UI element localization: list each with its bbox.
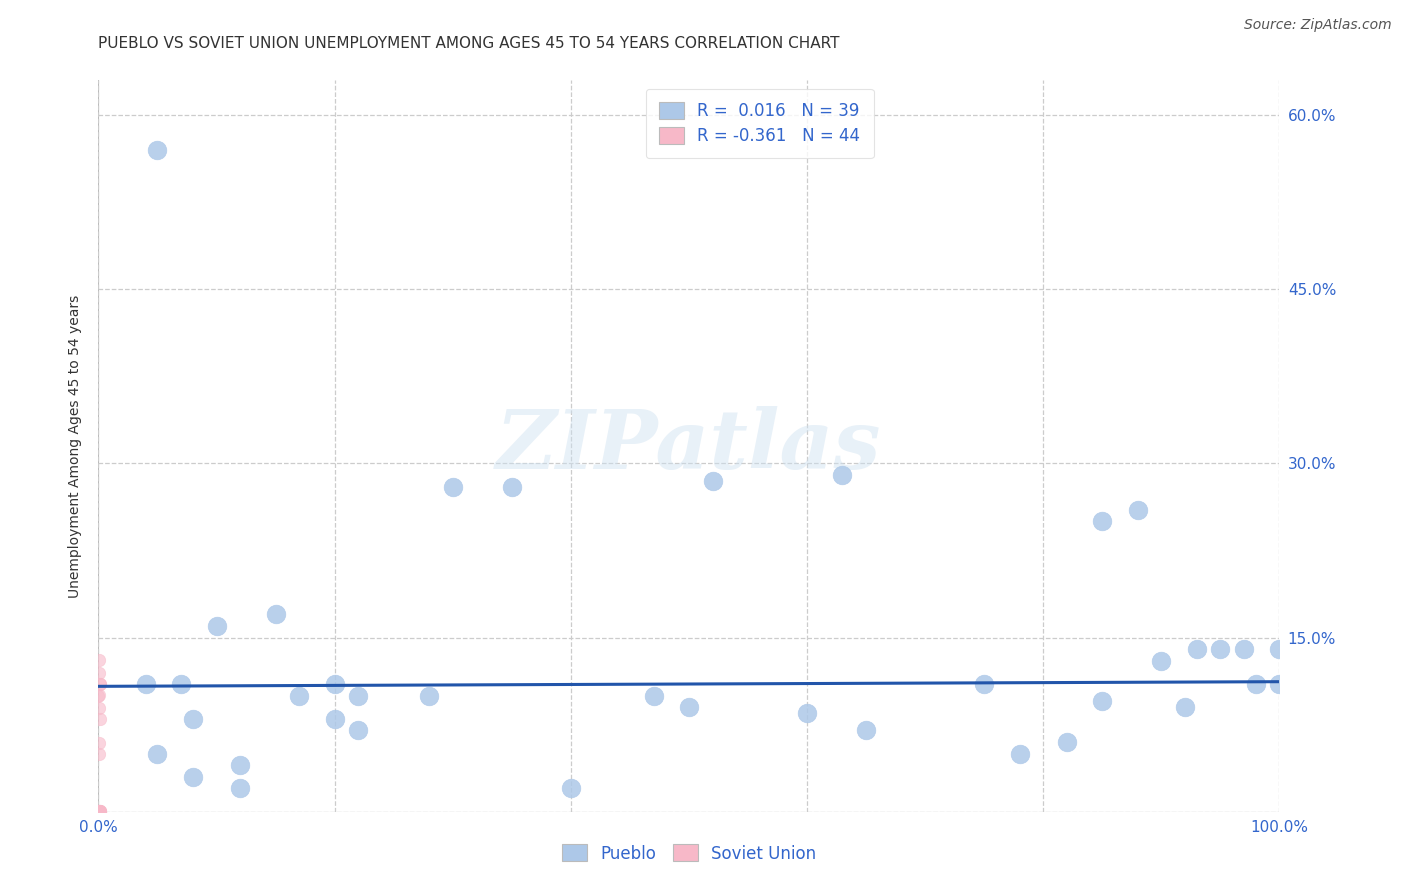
Point <box>1209 642 1232 657</box>
Point <box>87 805 110 820</box>
Point <box>1091 694 1114 708</box>
Point <box>1174 700 1197 714</box>
Point <box>87 805 110 820</box>
Point <box>87 653 110 667</box>
Point <box>87 805 110 819</box>
Point <box>89 805 111 819</box>
Point <box>87 701 110 715</box>
Point <box>181 770 204 784</box>
Text: Source: ZipAtlas.com: Source: ZipAtlas.com <box>1244 18 1392 32</box>
Point <box>678 700 700 714</box>
Point <box>1268 642 1291 657</box>
Point <box>1185 642 1208 657</box>
Point <box>347 723 370 738</box>
Point <box>89 804 111 818</box>
Point <box>87 805 110 819</box>
Point <box>86 804 108 818</box>
Point <box>86 805 108 820</box>
Point <box>146 747 169 761</box>
Point <box>1150 654 1173 668</box>
Point <box>86 805 108 820</box>
Point <box>560 781 582 796</box>
Point <box>1056 735 1078 749</box>
Point <box>643 689 665 703</box>
Point <box>89 665 111 680</box>
Point <box>89 805 111 819</box>
Point <box>347 689 370 703</box>
Point <box>86 804 108 818</box>
Point <box>1268 677 1291 691</box>
Point <box>86 805 108 820</box>
Point <box>89 805 111 819</box>
Point <box>170 677 193 691</box>
Point <box>973 677 995 691</box>
Point <box>441 480 464 494</box>
Y-axis label: Unemployment Among Ages 45 to 54 years: Unemployment Among Ages 45 to 54 years <box>69 294 83 598</box>
Point <box>86 805 108 820</box>
Point <box>1126 503 1149 517</box>
Point <box>89 805 111 819</box>
Point <box>86 805 108 819</box>
Point <box>1233 642 1256 657</box>
Point <box>229 781 252 796</box>
Point <box>89 677 111 691</box>
Point <box>87 805 110 819</box>
Point <box>501 480 523 494</box>
Point <box>87 805 110 819</box>
Point <box>1244 677 1267 691</box>
Point <box>86 804 108 818</box>
Point <box>89 712 111 726</box>
Point <box>86 805 108 819</box>
Point <box>87 688 110 702</box>
Point <box>86 805 108 820</box>
Point <box>86 804 108 818</box>
Point <box>855 723 877 738</box>
Point <box>87 805 110 820</box>
Point <box>323 712 346 726</box>
Point <box>146 143 169 157</box>
Point <box>135 677 157 691</box>
Point <box>87 689 110 703</box>
Point <box>181 712 204 726</box>
Point <box>264 607 287 622</box>
Point <box>323 677 346 691</box>
Point <box>87 804 110 818</box>
Point <box>89 805 111 819</box>
Point <box>1008 747 1031 761</box>
Point <box>831 468 853 483</box>
Point <box>229 758 252 772</box>
Point <box>87 736 110 750</box>
Legend: Pueblo, Soviet Union: Pueblo, Soviet Union <box>555 838 823 869</box>
Point <box>86 804 108 818</box>
Point <box>87 805 110 820</box>
Point <box>1091 515 1114 529</box>
Point <box>89 677 111 691</box>
Point <box>86 805 108 819</box>
Point <box>86 805 108 820</box>
Point <box>288 689 311 703</box>
Text: ZIPatlas: ZIPatlas <box>496 406 882 486</box>
Point <box>89 747 111 761</box>
Point <box>89 804 111 818</box>
Point <box>87 805 110 820</box>
Point <box>702 474 724 488</box>
Point <box>86 805 108 820</box>
Point <box>87 805 110 819</box>
Point <box>418 689 440 703</box>
Point <box>205 619 228 633</box>
Point <box>796 706 818 720</box>
Text: PUEBLO VS SOVIET UNION UNEMPLOYMENT AMONG AGES 45 TO 54 YEARS CORRELATION CHART: PUEBLO VS SOVIET UNION UNEMPLOYMENT AMON… <box>98 36 839 51</box>
Point <box>86 805 108 820</box>
